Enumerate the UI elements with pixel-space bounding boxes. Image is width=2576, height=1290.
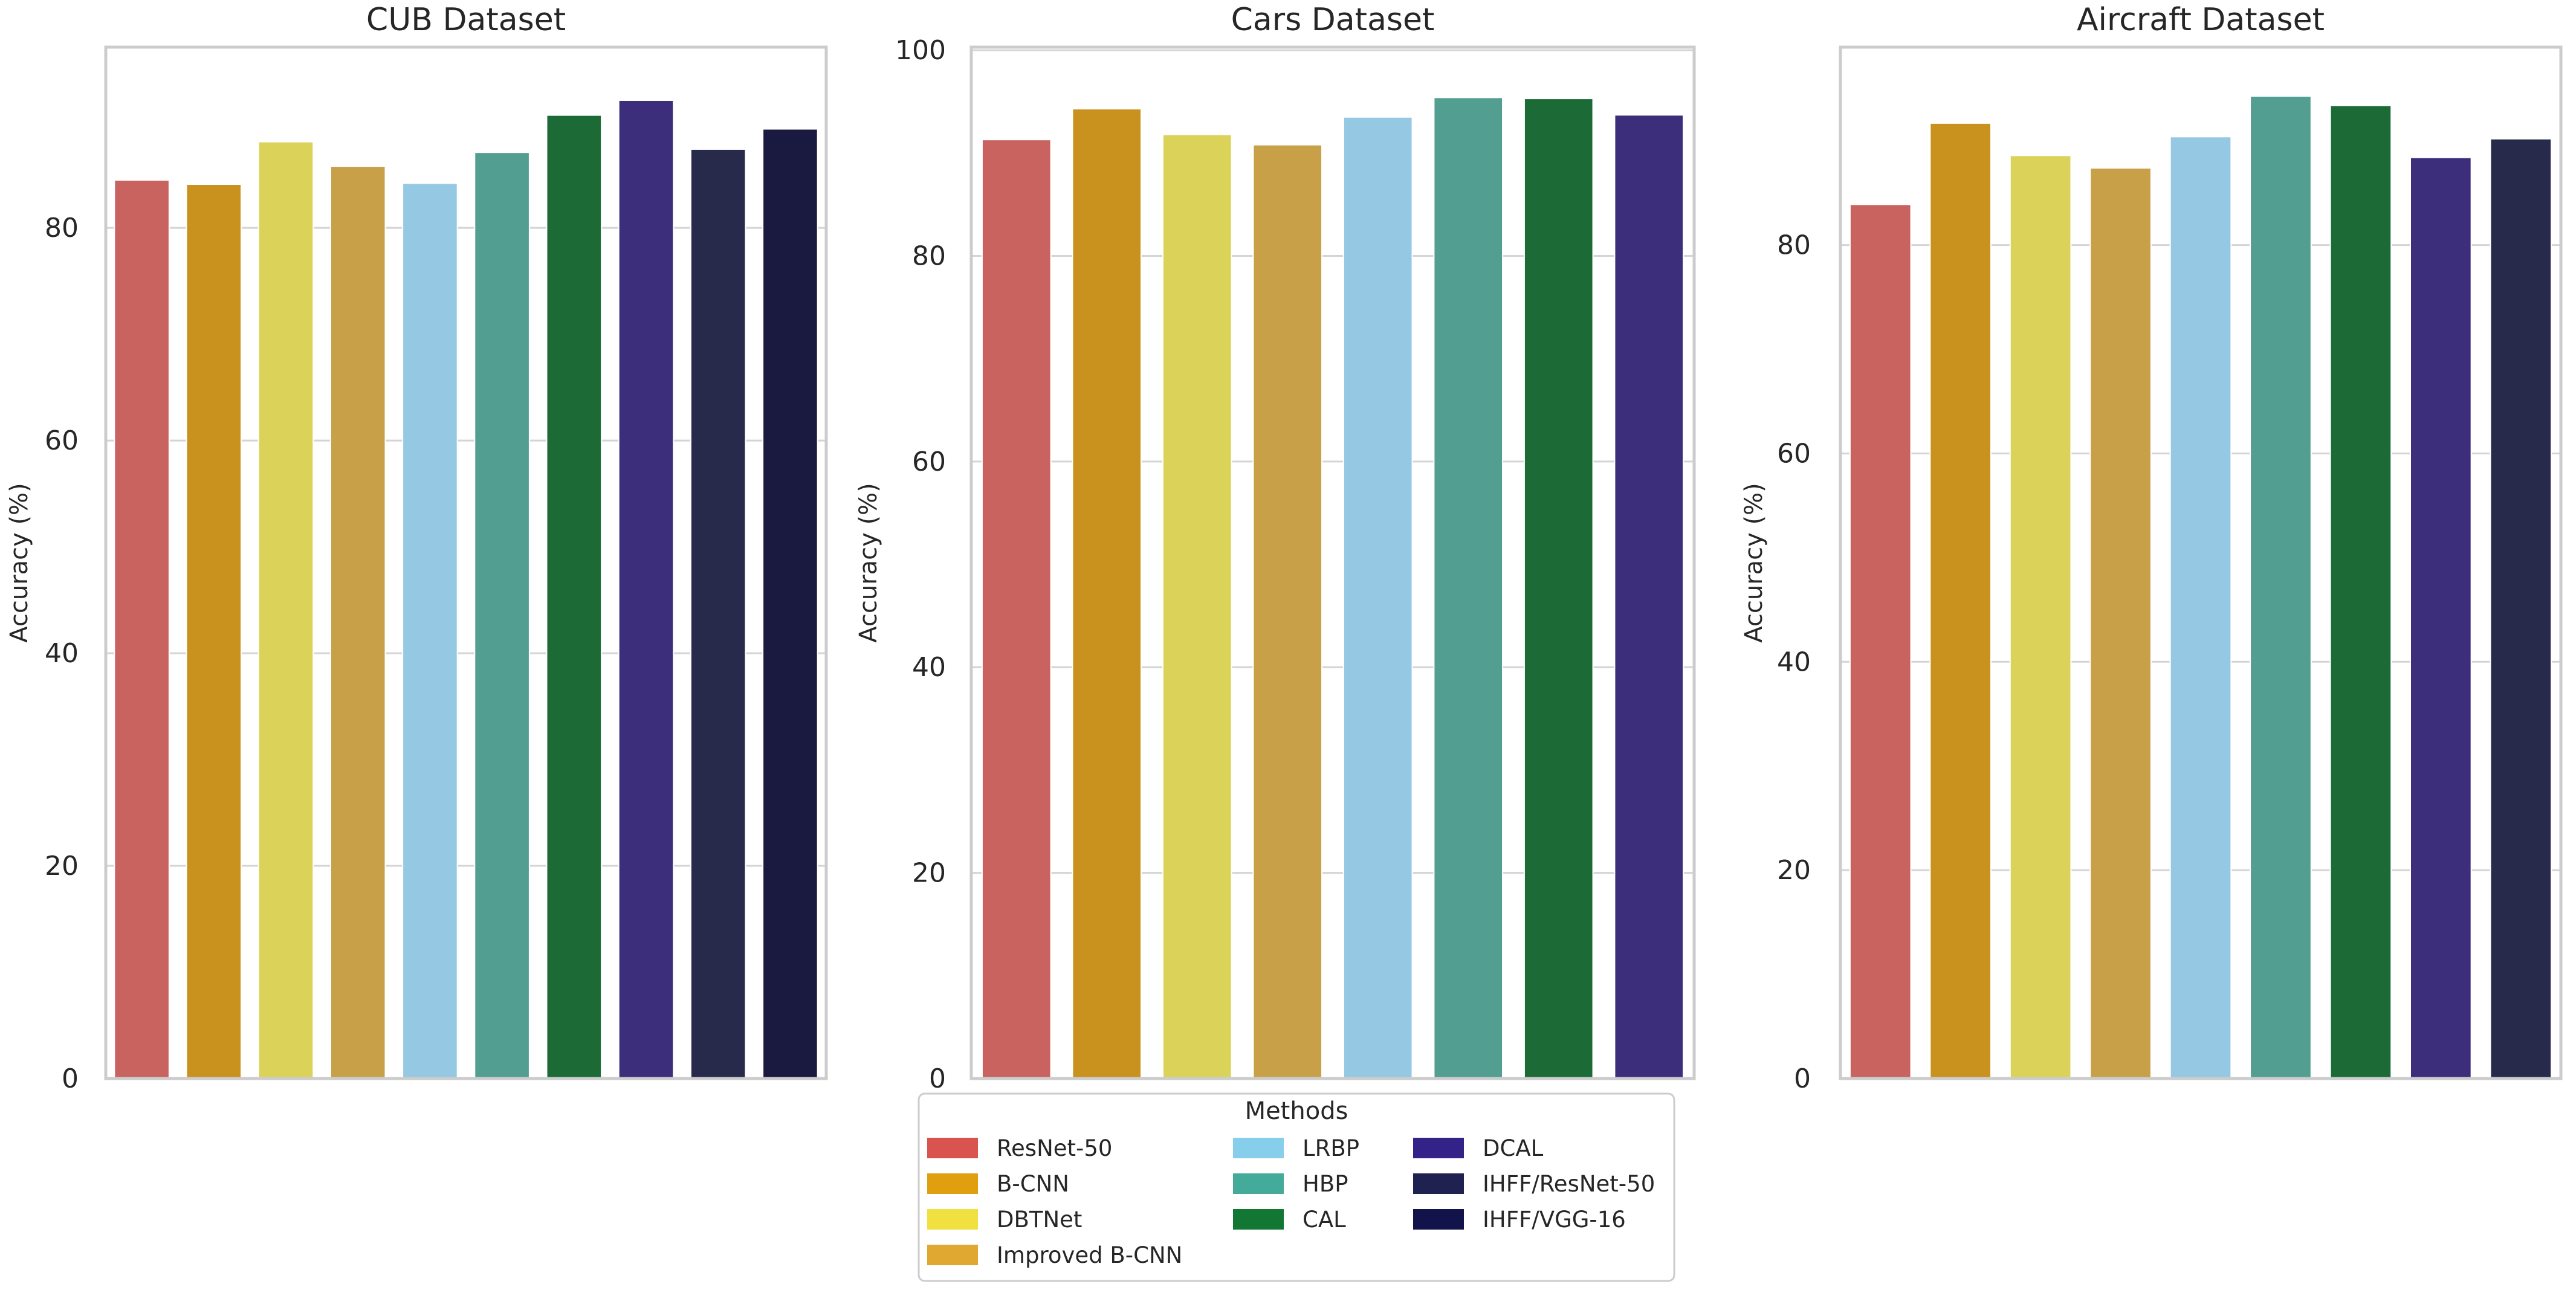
- legend-swatch: [927, 1245, 978, 1265]
- chart-panel-aircraft-dataset: Aircraft Dataset 0 20 40 60 80 Accuracy (%): [1740, 2, 2563, 1094]
- legend-swatch: [1233, 1173, 1284, 1194]
- y-tick-label: 0: [1794, 1063, 1811, 1094]
- legend-label: IHFF/VGG-16: [1483, 1207, 1626, 1233]
- legend-label: Improved B-CNN: [997, 1242, 1182, 1268]
- legend-swatch: [1413, 1173, 1464, 1194]
- bar-hbp: [1433, 97, 1504, 1079]
- legend-item-dcal: DCAL: [1413, 1135, 1544, 1161]
- y-tick-label: 40: [1777, 647, 1811, 677]
- bar-resnet-50: [1849, 204, 1912, 1079]
- bar-hbp: [2250, 95, 2312, 1079]
- chart-panel-cub-dataset: CUB Dataset 0 20 40 60 80 Accuracy (%): [5, 2, 828, 1094]
- y-tick-label: 20: [1777, 855, 1811, 886]
- legend-swatch: [927, 1138, 978, 1158]
- legend-swatch: [927, 1209, 978, 1230]
- legend-label: LRBP: [1303, 1135, 1359, 1161]
- y-axis-label: Accuracy (%): [855, 483, 882, 643]
- legend-label: CAL: [1303, 1207, 1346, 1233]
- legend-item-hbp: HBP: [1233, 1171, 1348, 1197]
- y-tick-label: 60: [45, 425, 79, 456]
- bar-lrbp: [2169, 136, 2232, 1080]
- legend-box: [917, 1092, 1675, 1282]
- y-tick-label: 20: [45, 851, 79, 882]
- legend-item-b-cnn: B-CNN: [927, 1171, 1069, 1197]
- y-tick-label: 0: [929, 1063, 946, 1094]
- legend-swatch: [1413, 1209, 1464, 1230]
- bar-resnet-50: [114, 179, 170, 1079]
- chart-title: CUB Dataset: [366, 2, 566, 38]
- bar-dbtnet: [1162, 134, 1232, 1079]
- legend-swatch: [1233, 1209, 1284, 1230]
- bar-cal: [546, 114, 603, 1079]
- y-axis-label: Accuracy (%): [1740, 483, 1768, 643]
- legend-item-resnet-50: ResNet-50: [927, 1135, 1112, 1161]
- bar-improved-b-cnn: [2089, 167, 2152, 1080]
- legend-swatch: [927, 1173, 978, 1194]
- y-tick-label: 80: [45, 213, 79, 243]
- plot-frame: [104, 45, 828, 1080]
- legend-label: HBP: [1303, 1171, 1348, 1197]
- plot-frame: [1839, 45, 2563, 1080]
- y-tick-label: 40: [45, 638, 79, 669]
- bar-hbp: [474, 152, 530, 1079]
- y-tick-label: 20: [912, 858, 946, 889]
- legend-label: IHFF/ResNet-50: [1483, 1171, 1655, 1197]
- y-tick-label: 80: [912, 240, 946, 271]
- bar-dcal: [1614, 114, 1684, 1079]
- bar-dbtnet: [2009, 155, 2072, 1080]
- bar-ihff-vgg-16: [762, 128, 818, 1079]
- legend-item-ihff-resnet-50: IHFF/ResNet-50: [1413, 1171, 1655, 1197]
- bar-b-cnn: [1072, 108, 1142, 1080]
- legend: Methods ResNet-50 B-CNN DBTNet Improved B-CN…: [917, 1092, 1675, 1282]
- bar-cal: [2329, 105, 2392, 1079]
- bar-resnet-50: [981, 139, 1052, 1079]
- y-tick-label: 80: [1777, 230, 1811, 261]
- y-tick-label: 60: [1777, 438, 1811, 469]
- bar-lrbp: [1342, 116, 1413, 1080]
- y-tick-label: 0: [62, 1063, 79, 1094]
- bar-b-cnn: [1929, 122, 1992, 1079]
- legend-swatch: [1233, 1138, 1284, 1158]
- bar-b-cnn: [186, 184, 242, 1079]
- bar-ihff-resnet-50: [2490, 138, 2552, 1080]
- legend-item-ihff-vgg-16: IHFF/VGG-16: [1413, 1207, 1626, 1233]
- y-tick-label: 100: [895, 35, 946, 66]
- plot-frame: [969, 45, 1696, 1080]
- legend-item-dbtnet: DBTNet: [927, 1207, 1082, 1233]
- bar-dcal: [2410, 156, 2472, 1080]
- legend-label: B-CNN: [997, 1171, 1069, 1197]
- y-tick-label: 40: [912, 652, 946, 683]
- bar-lrbp: [402, 182, 458, 1079]
- legend-item-improved-b-cnn: Improved B-CNN: [927, 1242, 1182, 1268]
- bar-improved-b-cnn: [1252, 144, 1323, 1080]
- legend-swatch: [1413, 1138, 1464, 1158]
- bar-improved-b-cnn: [329, 166, 386, 1079]
- bar-dbtnet: [257, 141, 314, 1079]
- bar-cal: [1523, 98, 1594, 1079]
- legend-label: DCAL: [1483, 1135, 1544, 1161]
- bar-ihff-resnet-50: [690, 148, 746, 1080]
- y-axis-label: Accuracy (%): [5, 483, 33, 643]
- chart-panel-cars-dataset: Cars Dataset 0 20 40 60 80 100 Accuracy (%): [855, 2, 1696, 1094]
- legend-label: ResNet-50: [997, 1135, 1112, 1161]
- legend-label: DBTNet: [997, 1207, 1082, 1233]
- legend-item-cal: CAL: [1233, 1207, 1346, 1233]
- y-tick-label: 60: [912, 447, 946, 477]
- legend-item-lrbp: LRBP: [1233, 1135, 1359, 1161]
- legend-title: Methods: [1245, 1097, 1348, 1125]
- chart-title: Aircraft Dataset: [2077, 2, 2325, 38]
- chart-title: Cars Dataset: [1231, 2, 1435, 38]
- bar-dcal: [618, 99, 675, 1079]
